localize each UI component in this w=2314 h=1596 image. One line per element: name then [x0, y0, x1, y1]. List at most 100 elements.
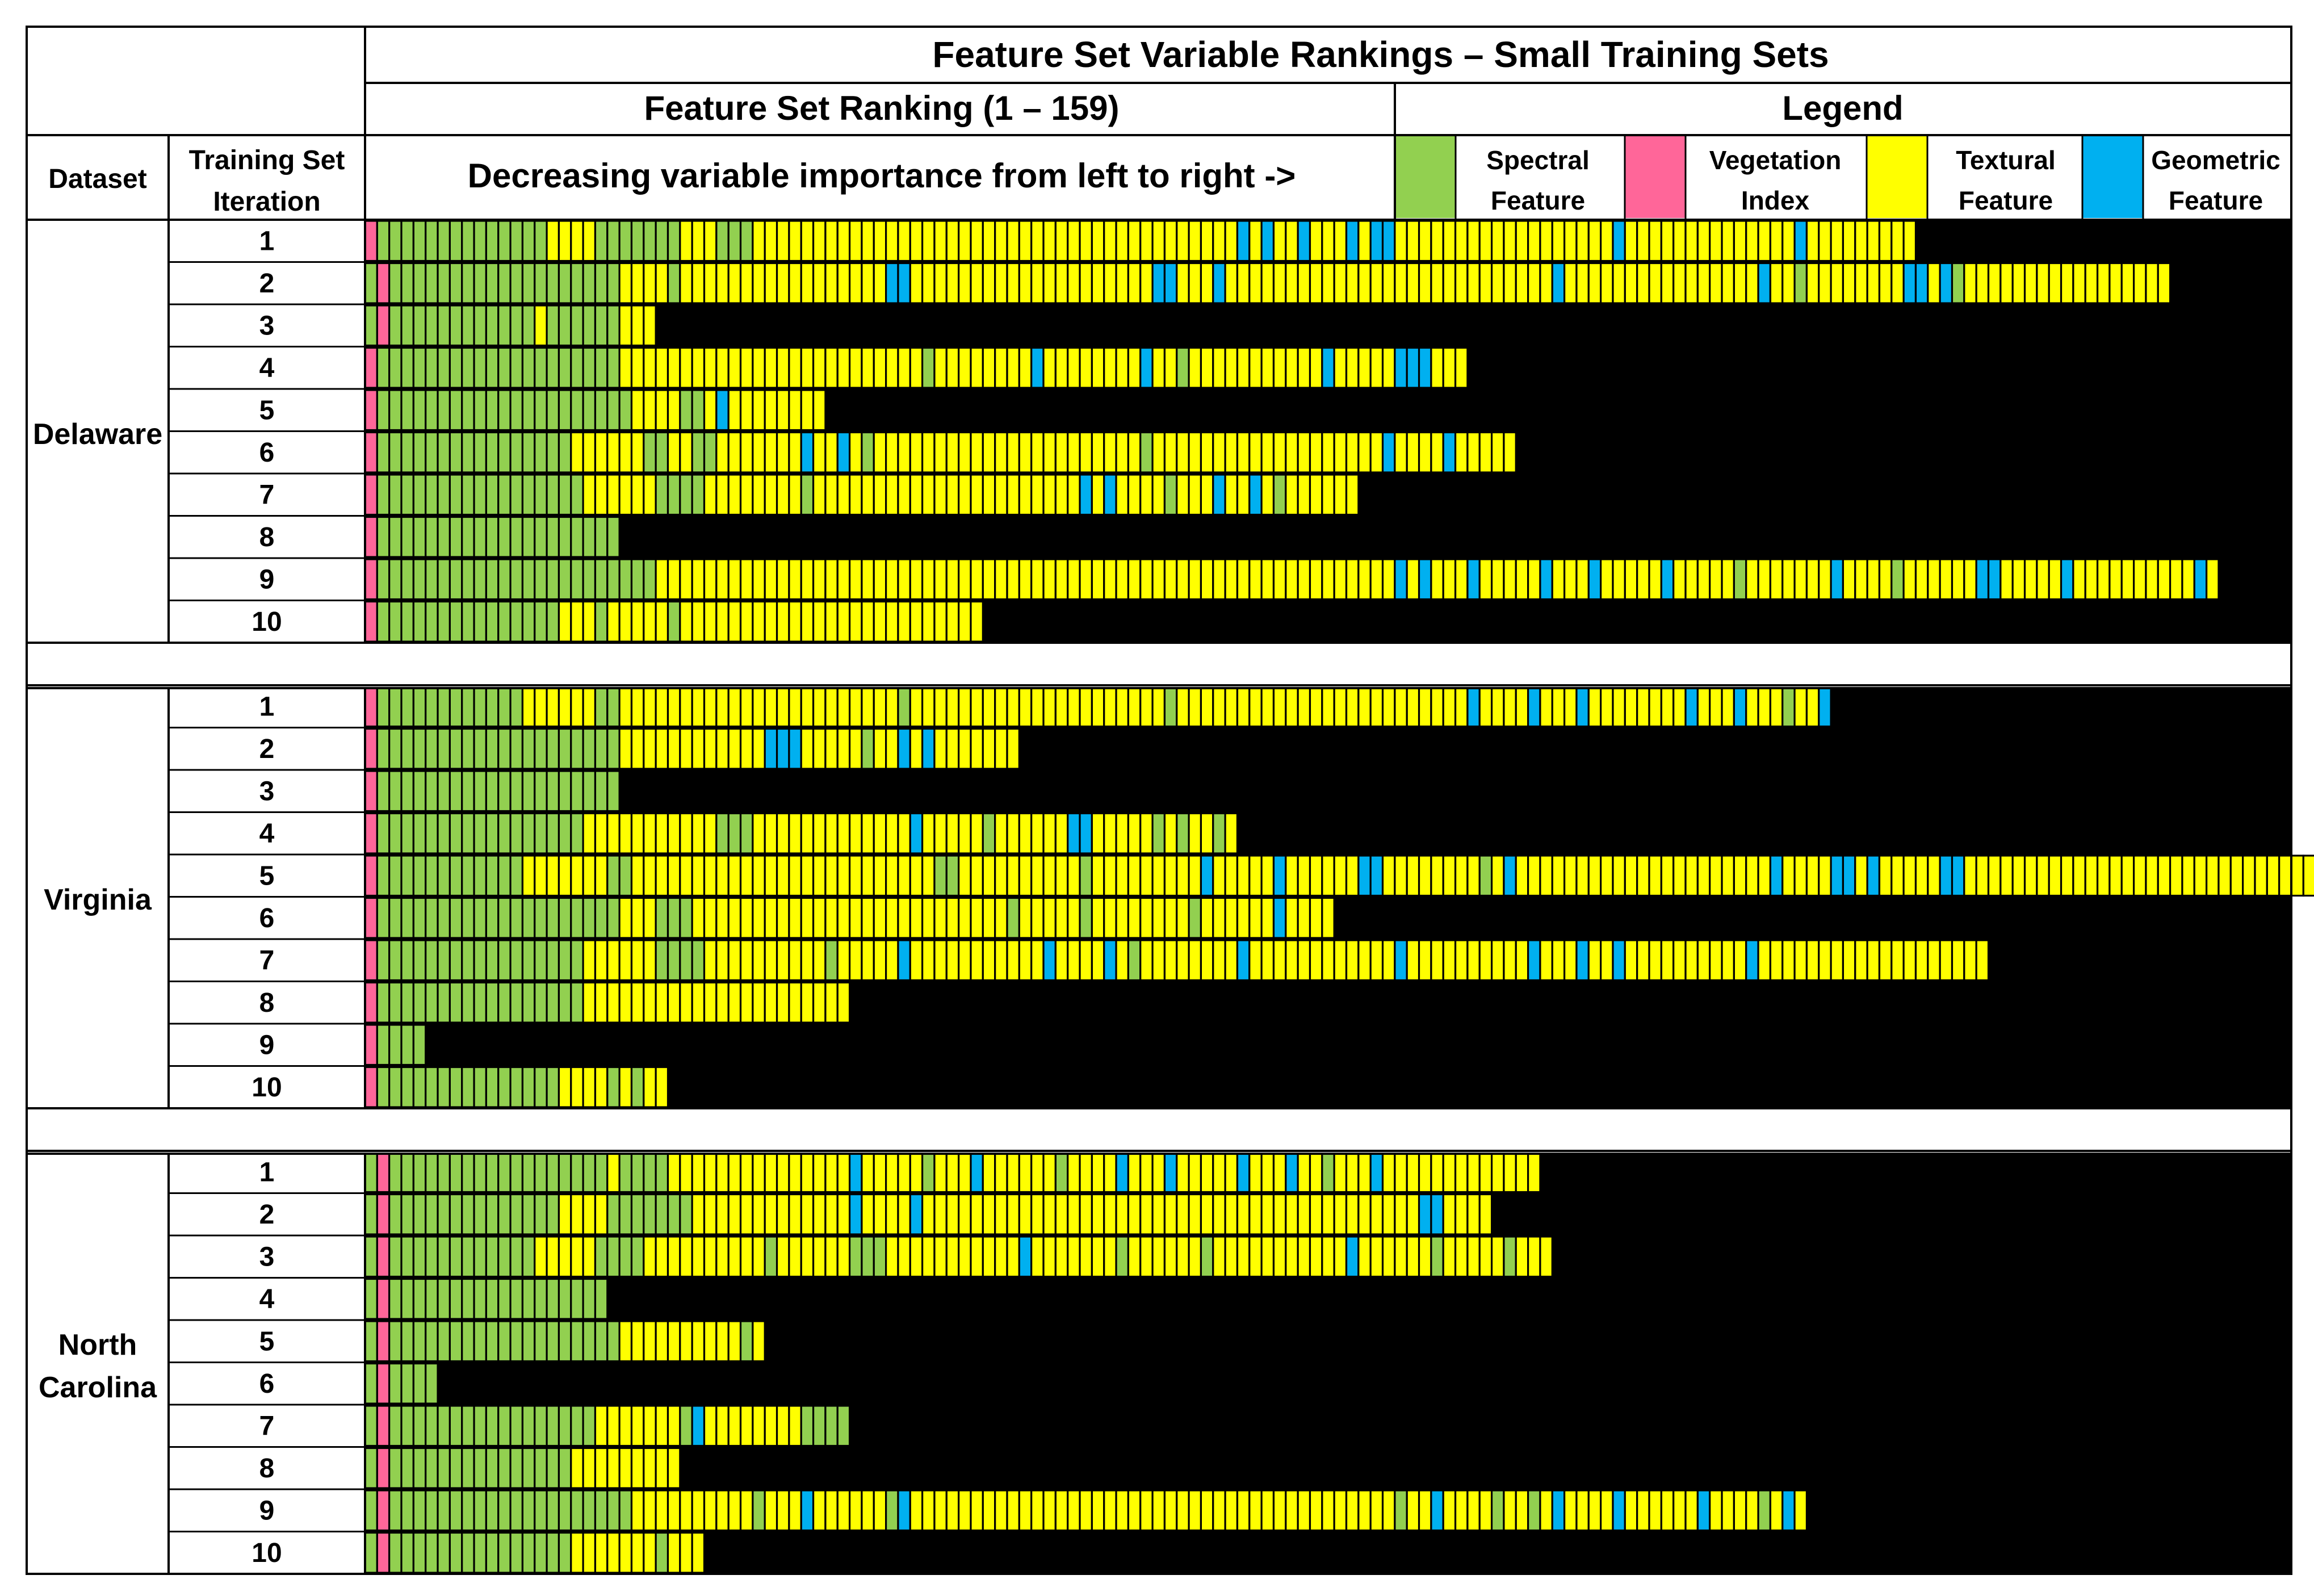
feature-cell — [1285, 1235, 1299, 1278]
feature-cell — [461, 304, 475, 347]
feature-cell — [1091, 346, 1105, 389]
feature-cell — [1224, 897, 1239, 939]
feature-cell — [1515, 1235, 1529, 1278]
feature-cell — [1248, 854, 1263, 897]
feature-cell — [921, 812, 936, 854]
feature-cell — [606, 600, 621, 643]
feature-cell — [703, 1489, 718, 1532]
feature-cell — [861, 812, 875, 854]
feature-cell — [1490, 1151, 1505, 1193]
feature-cell — [1260, 220, 1275, 262]
feature-cell — [679, 897, 693, 939]
feature-cell — [1067, 685, 1081, 728]
feature-cell — [1357, 431, 1372, 474]
feature-cell — [388, 1320, 403, 1363]
feature-cell — [509, 1235, 524, 1278]
feature-cell — [509, 389, 524, 432]
feature-cell — [1018, 812, 1033, 854]
feature-cell — [848, 727, 863, 770]
feature-cell — [727, 939, 742, 982]
feature-cell — [1321, 1235, 1335, 1278]
feature-cell — [1151, 897, 1166, 939]
feature-cell — [1297, 1151, 1311, 1193]
feature-cell — [933, 346, 948, 389]
feature-cell — [448, 1320, 463, 1363]
feature-cell — [534, 685, 548, 728]
feature-cell — [1333, 685, 1348, 728]
feature-cell — [982, 897, 996, 939]
feature-cell — [1430, 939, 1444, 982]
feature-cell — [655, 1193, 669, 1235]
feature-cell — [958, 600, 972, 643]
feature-cell — [1224, 1193, 1239, 1235]
feature-cell — [1212, 897, 1226, 939]
feature-cell — [1442, 558, 1457, 601]
feature-cell — [1527, 1489, 1541, 1532]
feature-cell — [412, 220, 427, 262]
feature-cell — [1975, 558, 1990, 601]
feature-cell — [1612, 939, 1626, 982]
iteration-label: 6 — [259, 438, 275, 468]
feature-cell — [1563, 558, 1578, 601]
feature-cell — [485, 897, 500, 939]
feature-cell — [994, 346, 1008, 389]
feature-cell — [824, 346, 839, 389]
feature-cell — [1721, 939, 1735, 982]
feature-cell — [606, 389, 621, 432]
feature-cell — [630, 600, 645, 643]
feature-cell — [909, 346, 924, 389]
feature-cell — [606, 558, 621, 601]
feature-cell — [630, 897, 645, 939]
feature-cell — [1781, 685, 1796, 728]
feature-cell — [1575, 1489, 1590, 1532]
feature-cell — [679, 431, 693, 474]
iteration-label: 1 — [259, 1157, 275, 1187]
feature-cell — [509, 1277, 524, 1320]
feature-cell — [1260, 1151, 1275, 1193]
feature-cell — [448, 939, 463, 982]
feature-cell — [473, 685, 487, 728]
feature-cell — [376, 727, 391, 770]
feature-cell — [1272, 431, 1287, 474]
feature-cell — [1914, 854, 1929, 897]
feature-cell — [679, 1235, 693, 1278]
feature-cell — [606, 1235, 621, 1278]
feature-cell — [630, 346, 645, 389]
feature-cell — [958, 897, 972, 939]
feature-cell — [1333, 558, 1348, 601]
feature-cell — [1733, 558, 1747, 601]
feature-cell — [1345, 854, 1360, 897]
feature-cell — [388, 1277, 403, 1320]
feature-cell — [1369, 1193, 1384, 1235]
feature-cell — [1721, 262, 1735, 304]
feature-cell — [546, 854, 560, 897]
feature-cell — [582, 854, 597, 897]
feature-cell — [1600, 685, 1614, 728]
feature-cell — [618, 1405, 633, 1447]
feature-cell — [1030, 1235, 1045, 1278]
feature-cell — [448, 600, 463, 643]
feature-cell — [376, 1447, 391, 1489]
feature-cell — [1587, 220, 1602, 262]
feature-cell — [1709, 220, 1723, 262]
feature-cell — [509, 854, 524, 897]
feature-cell — [1309, 262, 1323, 304]
feature-cell — [884, 474, 899, 516]
feature-cell — [473, 220, 487, 262]
feature-cell — [485, 220, 500, 262]
feature-cell — [1272, 1151, 1287, 1193]
feature-cell — [376, 685, 391, 728]
feature-cell — [1018, 474, 1033, 516]
feature-cell — [800, 220, 815, 262]
feature-cell — [1079, 939, 1093, 982]
feature-cell — [1151, 1151, 1166, 1193]
feature-cell — [775, 1235, 790, 1278]
feature-cell — [752, 939, 766, 982]
feature-cell — [521, 727, 536, 770]
feature-cell — [703, 1235, 718, 1278]
feature-cell — [884, 431, 899, 474]
feature-cell — [582, 262, 597, 304]
feature-cell — [1466, 854, 1481, 897]
feature-cell — [715, 474, 730, 516]
feature-cell — [557, 1151, 572, 1193]
